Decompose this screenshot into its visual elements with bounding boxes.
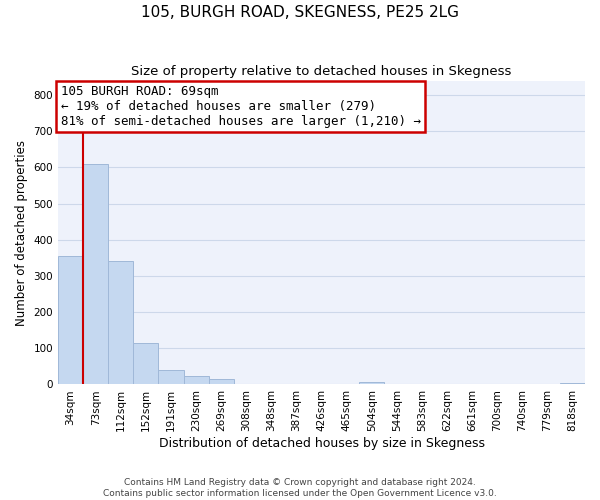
Bar	[158, 370, 184, 384]
Text: 105, BURGH ROAD, SKEGNESS, PE25 2LG: 105, BURGH ROAD, SKEGNESS, PE25 2LG	[141, 5, 459, 20]
Bar	[184, 376, 209, 384]
Bar	[560, 382, 585, 384]
Bar	[209, 379, 233, 384]
Y-axis label: Number of detached properties: Number of detached properties	[15, 140, 28, 326]
Bar	[359, 382, 384, 384]
Bar	[108, 262, 133, 384]
X-axis label: Distribution of detached houses by size in Skegness: Distribution of detached houses by size …	[158, 437, 485, 450]
Bar	[83, 164, 108, 384]
Bar	[133, 343, 158, 384]
Text: 105 BURGH ROAD: 69sqm
← 19% of detached houses are smaller (279)
81% of semi-det: 105 BURGH ROAD: 69sqm ← 19% of detached …	[61, 85, 421, 128]
Title: Size of property relative to detached houses in Skegness: Size of property relative to detached ho…	[131, 65, 512, 78]
Text: Contains HM Land Registry data © Crown copyright and database right 2024.
Contai: Contains HM Land Registry data © Crown c…	[103, 478, 497, 498]
Bar	[58, 256, 83, 384]
